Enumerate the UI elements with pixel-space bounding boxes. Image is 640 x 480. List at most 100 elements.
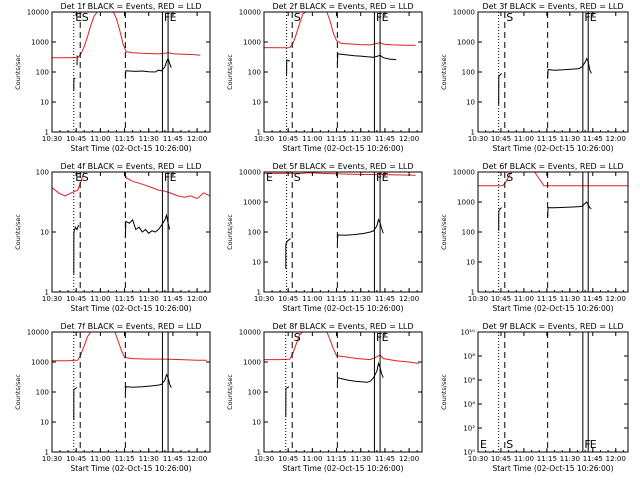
y-tick-label: 1000 (457, 199, 475, 207)
y-axis-label: Counts/sec (226, 54, 234, 90)
x-tick-label: 11:00 (90, 295, 110, 303)
x-tick-label: 11:15 (326, 295, 346, 303)
y-tick-label: 1000 (31, 39, 49, 47)
y-tick-label: 1000 (243, 199, 261, 207)
x-tick-label: 11:15 (114, 135, 134, 143)
y-tick-label: 10 (252, 419, 261, 427)
marker-label: F (584, 11, 590, 24)
marker-label: E (590, 11, 597, 24)
x-tick-label: 11:15 (114, 455, 134, 463)
x-axis-label: Start Time (02-Oct-15 10:26:00) (282, 144, 403, 153)
plot-area (52, 172, 210, 274)
marker-label: E (75, 11, 82, 24)
x-tick-label: 11:30 (139, 135, 159, 143)
series-lld-line (52, 172, 85, 197)
y-tick-label: 100 (248, 389, 261, 397)
x-tick-label: 11:00 (302, 455, 322, 463)
y-tick-label: 10² (463, 425, 475, 433)
marker-label: S (506, 11, 513, 24)
y-axis-label: Counts/sec (14, 374, 22, 410)
marker-label: S (506, 171, 513, 184)
marker-label: E (170, 171, 177, 184)
x-tick-label: 11:00 (514, 135, 534, 143)
series-events-line (285, 386, 290, 417)
x-tick-label: 12:00 (606, 455, 626, 463)
x-tick-label: 11:15 (326, 135, 346, 143)
x-tick-label: 11:30 (560, 295, 580, 303)
x-tick-label: 11:00 (514, 295, 534, 303)
x-tick-label: 11:15 (326, 455, 346, 463)
series-lld-line (534, 172, 628, 187)
series-lld-line (114, 332, 207, 361)
x-tick-label: 11:30 (560, 135, 580, 143)
series-lld-line (478, 172, 513, 187)
x-tick-label: 10:30 (468, 135, 488, 143)
marker-label: E (382, 171, 389, 184)
y-tick-label: 100 (248, 229, 261, 237)
y-tick-label: 10¹⁰ (460, 329, 475, 337)
x-tick-label: 10:30 (42, 135, 62, 143)
y-tick-label: 100 (36, 389, 49, 397)
marker-label: F (376, 11, 382, 24)
y-tick-label: 100 (36, 169, 49, 177)
x-axis-label: Start Time (02-Oct-15 10:26:00) (282, 304, 403, 313)
y-tick-label: 1 (257, 129, 261, 137)
panel-title: Det 4f BLACK = Events, RED = LLD (60, 162, 201, 171)
x-tick-label: 12:00 (187, 295, 207, 303)
y-tick-label: 1 (45, 289, 49, 297)
y-tick-label: 10000 (453, 9, 475, 17)
x-tick-label: 12:00 (187, 455, 207, 463)
marker-label: S (294, 11, 301, 24)
x-tick-label: 10:30 (254, 135, 274, 143)
axes-frame (477, 331, 629, 453)
y-tick-label: 1000 (243, 39, 261, 47)
x-tick-label: 10:30 (468, 455, 488, 463)
marker-label: F (164, 11, 170, 24)
y-tick-label: 10⁴ (463, 401, 475, 409)
y-axis-label: Counts/sec (440, 214, 448, 250)
x-tick-label: 10:45 (66, 135, 86, 143)
marker-label: E (590, 438, 597, 451)
x-tick-label: 12:00 (606, 135, 626, 143)
x-tick-label: 11:45 (163, 455, 183, 463)
x-tick-label: 11:15 (537, 455, 557, 463)
marker-label: S (82, 171, 89, 184)
x-tick-label: 10:45 (66, 455, 86, 463)
panel-title: Det 3f BLACK = Events, RED = LLD (482, 2, 623, 11)
x-tick-label: 11:30 (139, 295, 159, 303)
marker-label: E (75, 171, 82, 184)
y-tick-label: 100 (248, 69, 261, 77)
x-tick-label: 11:45 (163, 295, 183, 303)
marker-label: S (294, 331, 301, 344)
y-tick-label: 10000 (239, 329, 261, 337)
x-tick-label: 10:30 (254, 295, 274, 303)
series-lld-line (326, 332, 419, 364)
y-tick-label: 10⁰ (463, 449, 475, 457)
y-tick-label: 1 (45, 449, 49, 457)
panel-title: Det 6f BLACK = Events, RED = LLD (482, 162, 623, 171)
y-tick-label: 10 (40, 419, 49, 427)
y-tick-label: 1000 (31, 359, 49, 367)
y-tick-label: 10 (252, 99, 261, 107)
series-lld-line (124, 172, 210, 200)
x-axis-label: Start Time (02-Oct-15 10:26:00) (492, 464, 613, 473)
series-events-line (76, 55, 79, 66)
marker-label: E (382, 331, 389, 344)
x-tick-label: 10:30 (42, 295, 62, 303)
y-tick-label: 1000 (243, 359, 261, 367)
y-axis-label: Counts/sec (440, 374, 448, 410)
x-tick-label: 11:30 (351, 295, 371, 303)
x-tick-label: 11:45 (163, 135, 183, 143)
x-tick-label: 11:45 (583, 295, 603, 303)
y-tick-label: 1 (257, 449, 261, 457)
x-tick-label: 11:45 (583, 135, 603, 143)
y-tick-label: 10⁸ (463, 353, 475, 361)
x-axis-label: Start Time (02-Oct-15 10:26:00) (70, 144, 191, 153)
x-tick-label: 11:30 (560, 455, 580, 463)
